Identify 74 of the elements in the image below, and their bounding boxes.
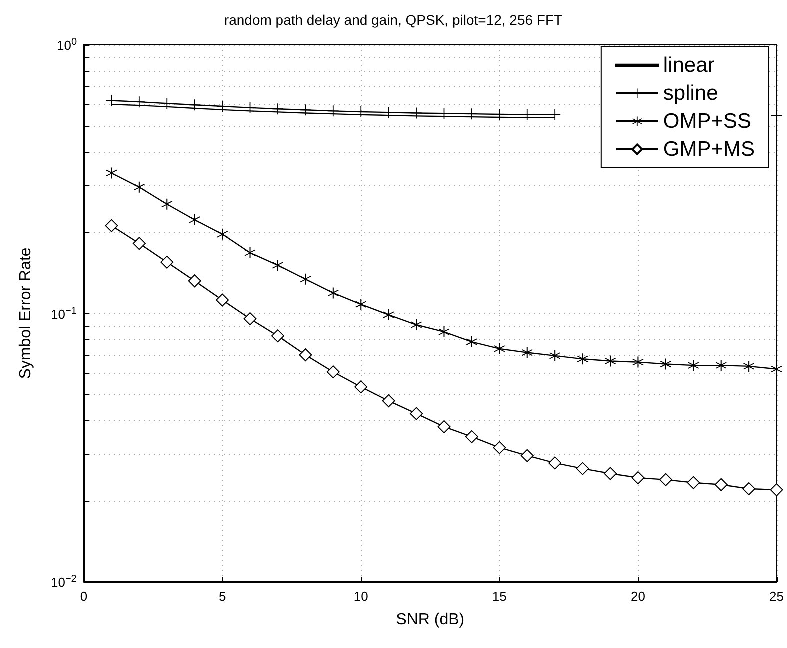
point bbox=[493, 441, 506, 454]
point bbox=[300, 274, 312, 285]
y-tick-label: 10$^{−2}$ bbox=[51, 574, 77, 590]
point bbox=[438, 420, 451, 434]
legend-label: spline bbox=[663, 82, 718, 105]
point bbox=[550, 350, 561, 362]
point bbox=[105, 219, 118, 232]
x-tick-label: 20 bbox=[630, 589, 646, 604]
point bbox=[438, 326, 450, 338]
point bbox=[299, 348, 312, 362]
point bbox=[744, 360, 755, 372]
y-tick-label: 10$^{0}$ bbox=[57, 37, 78, 53]
point bbox=[217, 228, 228, 240]
point bbox=[134, 96, 145, 108]
point bbox=[770, 484, 784, 497]
point bbox=[132, 237, 146, 250]
y-axis-title: Symbol Error Rate bbox=[18, 248, 34, 380]
x-tick-label: 5 bbox=[218, 589, 226, 604]
legend-label: GMP+MS bbox=[663, 138, 756, 161]
point bbox=[162, 98, 173, 110]
chart-title: random path delay and gain, QPSK, pilot=12, 256 FFT bbox=[224, 12, 564, 28]
point bbox=[687, 476, 700, 490]
point bbox=[604, 467, 618, 480]
point bbox=[716, 360, 727, 372]
point bbox=[688, 360, 700, 372]
x-tick-label: 0 bbox=[80, 589, 88, 604]
point bbox=[410, 407, 424, 420]
point bbox=[382, 394, 396, 408]
point bbox=[632, 471, 645, 484]
x-tick-label: 10 bbox=[354, 589, 368, 604]
point bbox=[742, 482, 756, 496]
point bbox=[520, 449, 534, 462]
point bbox=[300, 104, 312, 116]
point bbox=[632, 356, 644, 368]
point bbox=[328, 106, 339, 117]
point bbox=[271, 330, 284, 343]
point bbox=[577, 354, 588, 365]
point bbox=[106, 168, 118, 179]
point bbox=[189, 214, 200, 226]
point bbox=[160, 256, 174, 269]
y-tick-label: 10$^{−1}$ bbox=[51, 306, 77, 322]
point bbox=[326, 366, 340, 379]
point bbox=[134, 182, 145, 193]
x-axis-title: SNR (dB) bbox=[396, 612, 465, 628]
point bbox=[383, 310, 394, 321]
point bbox=[244, 312, 257, 326]
point bbox=[550, 109, 561, 120]
point bbox=[771, 364, 782, 375]
point bbox=[714, 478, 728, 492]
point bbox=[272, 260, 284, 271]
point bbox=[189, 100, 200, 111]
point bbox=[660, 358, 672, 370]
point bbox=[465, 430, 478, 444]
point bbox=[411, 320, 422, 331]
point bbox=[522, 347, 533, 358]
point bbox=[605, 356, 616, 367]
legend-label: linear bbox=[663, 54, 715, 77]
point bbox=[244, 248, 256, 259]
legend-label: OMP+SS bbox=[663, 110, 752, 133]
point bbox=[576, 462, 590, 476]
point bbox=[272, 104, 284, 115]
point bbox=[354, 380, 368, 394]
point bbox=[216, 294, 230, 307]
x-tick-label: 25 bbox=[770, 589, 784, 604]
point bbox=[494, 343, 506, 354]
point bbox=[328, 288, 339, 299]
point bbox=[217, 101, 228, 112]
x-tick-label: 15 bbox=[492, 589, 507, 604]
point bbox=[162, 198, 173, 210]
point bbox=[548, 456, 562, 470]
point bbox=[188, 274, 202, 288]
point bbox=[466, 336, 478, 348]
point bbox=[356, 299, 367, 310]
point bbox=[659, 473, 672, 486]
